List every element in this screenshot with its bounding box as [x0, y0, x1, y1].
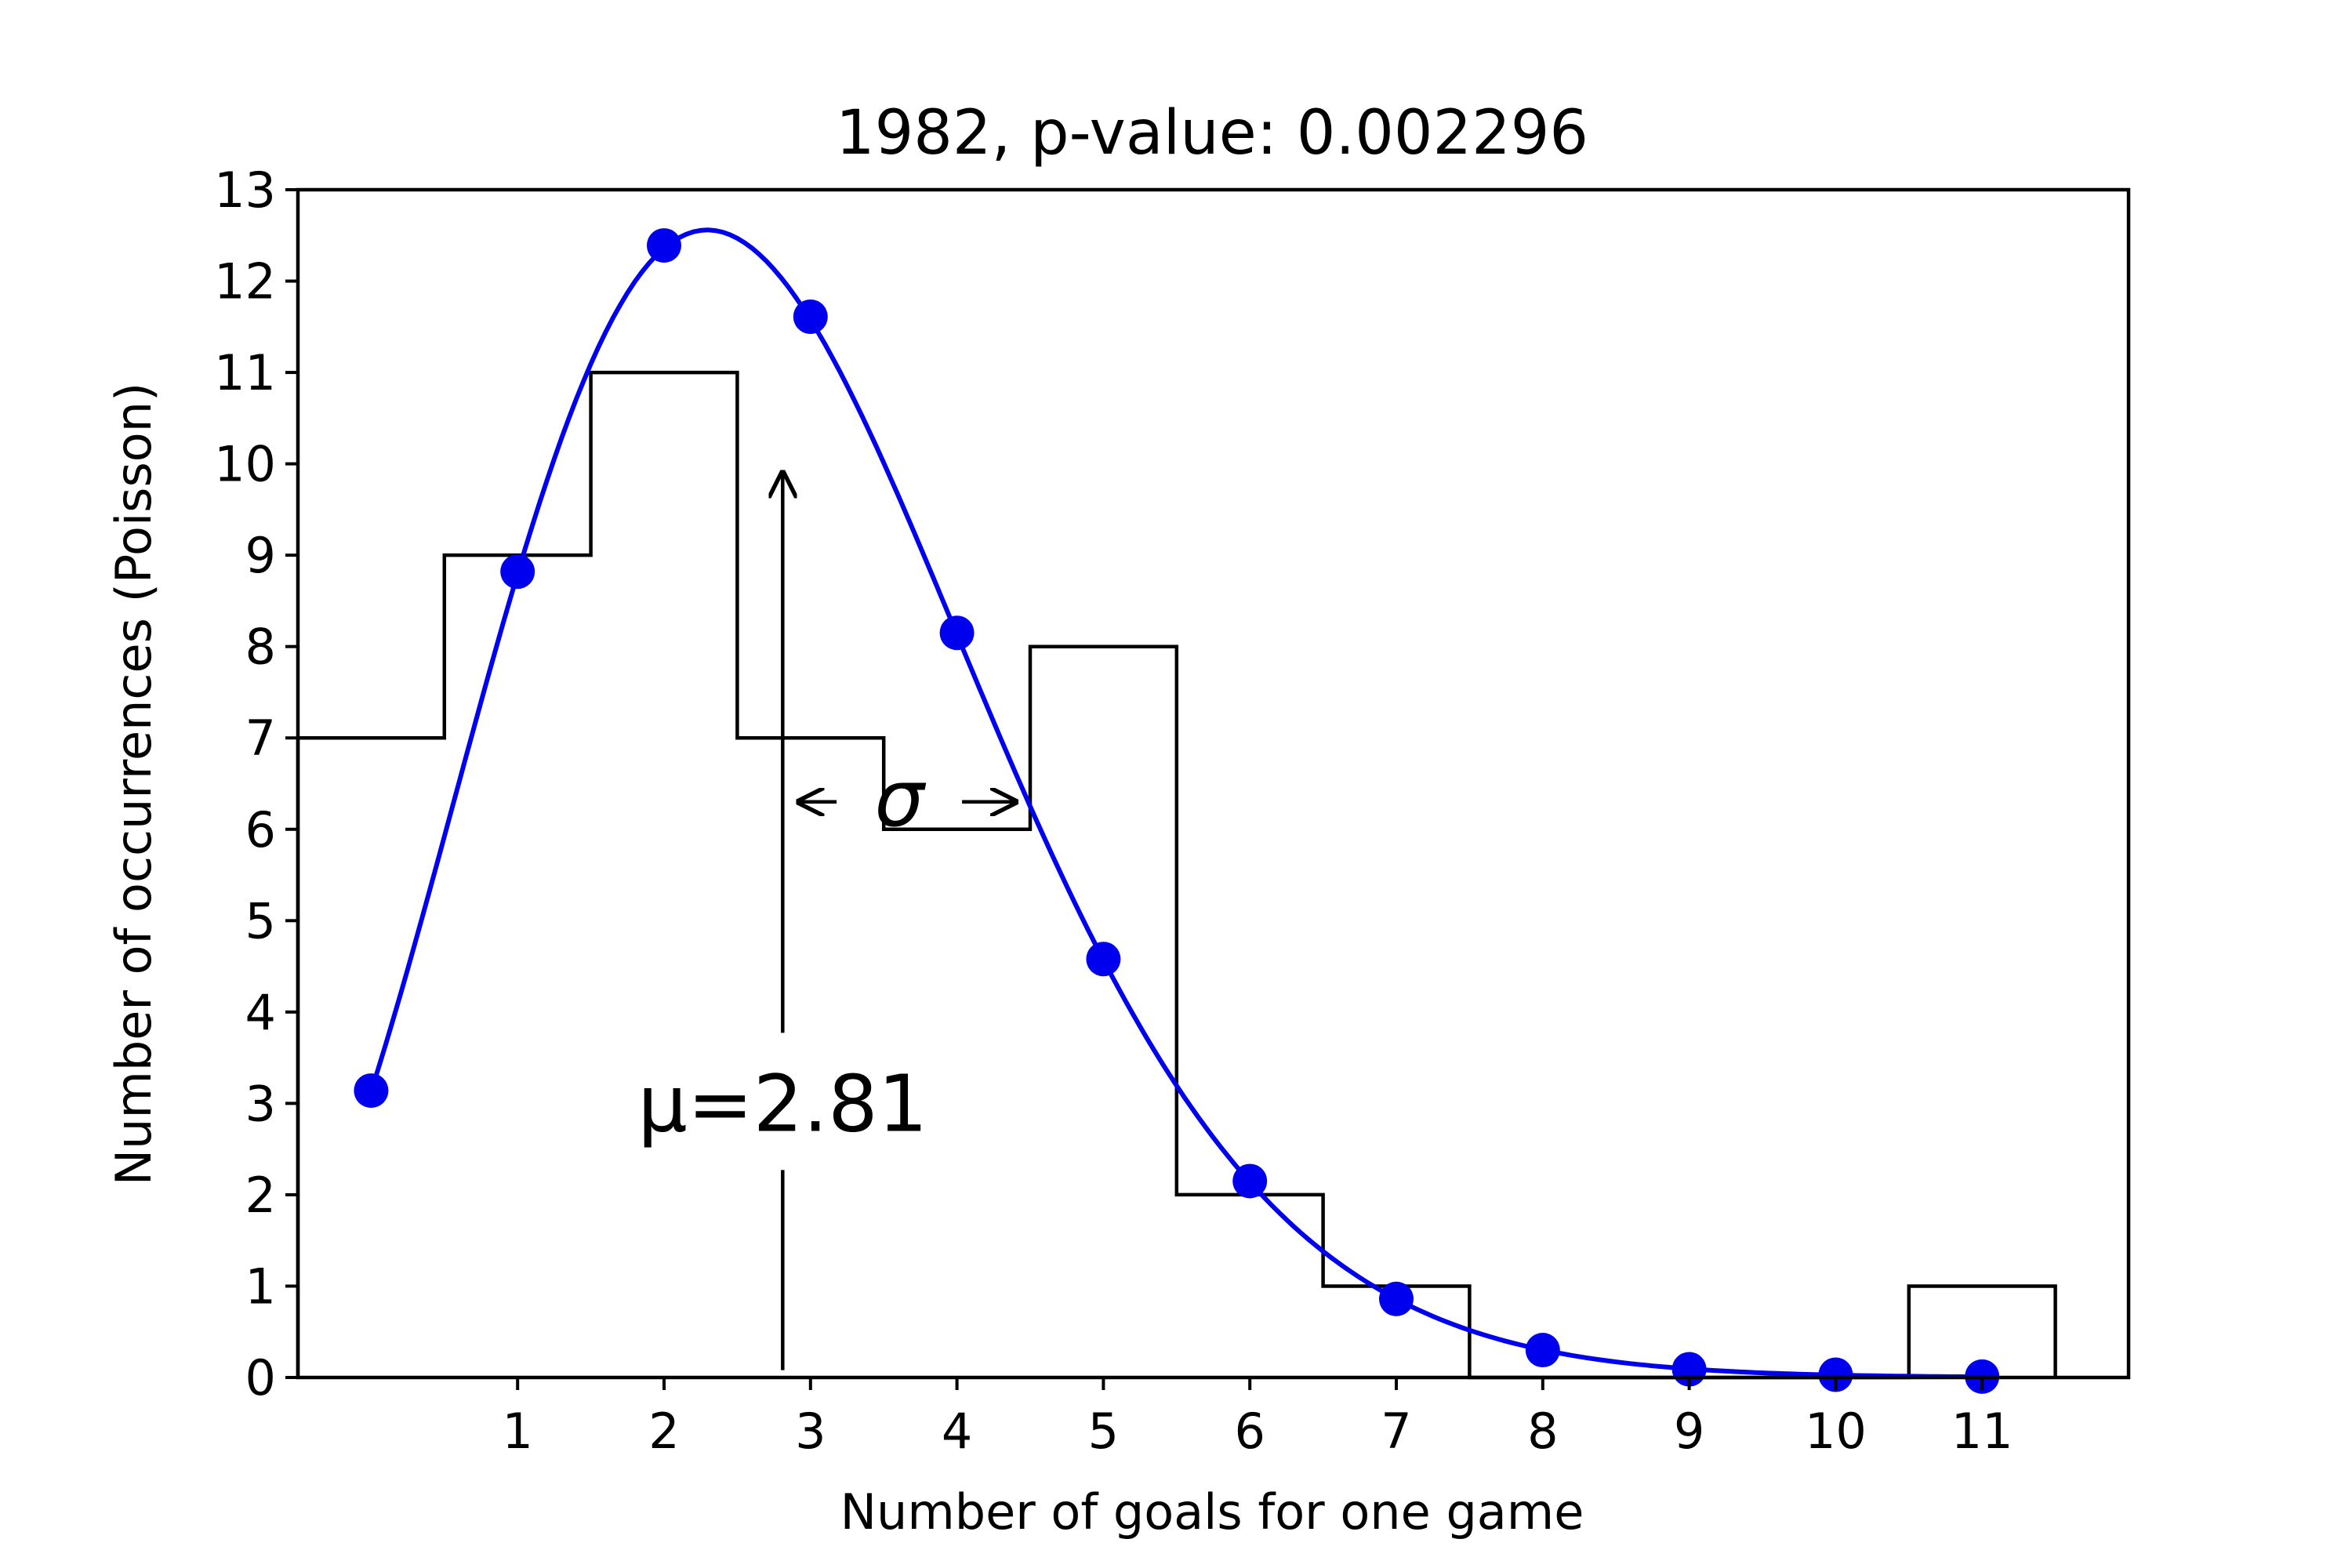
x-tick-label: 5: [1088, 1403, 1119, 1460]
x-tick-label: 11: [1951, 1403, 2013, 1460]
y-tick-label: 9: [245, 527, 276, 584]
y-axis-label: Number of occurrences (Poisson): [105, 383, 162, 1185]
chart-title: 1982, p-value: 0.002296: [836, 98, 1588, 169]
y-tick-label: 6: [245, 801, 276, 858]
poisson-point: [354, 1073, 389, 1109]
x-tick-label: 6: [1234, 1403, 1265, 1460]
x-axis-ticks: 1 2 3 4 5 6 7 8 9 10 11: [502, 1377, 2013, 1460]
y-tick-label: 4: [245, 984, 276, 1041]
y-tick-label: 5: [245, 892, 276, 949]
sigma-annotation: σ: [799, 753, 1015, 844]
poisson-point: [500, 554, 535, 590]
axes-frame: [296, 187, 2131, 1380]
x-axis-label: Number of goals for one game: [840, 1483, 1584, 1541]
x-tick-label: 9: [1674, 1403, 1704, 1460]
mean-annotation: μ=2.81: [637, 473, 927, 1370]
x-tick-label: 7: [1381, 1403, 1411, 1460]
y-tick-label: 7: [245, 710, 276, 767]
poisson-point: [1379, 1281, 1414, 1316]
y-tick-label: 0: [245, 1349, 276, 1406]
mean-label: μ=2.81: [637, 1058, 927, 1149]
poisson-point: [1818, 1357, 1853, 1392]
x-tick-label: 4: [942, 1403, 972, 1460]
y-tick-label: 13: [214, 162, 276, 219]
y-tick-label: 8: [245, 619, 276, 676]
poisson-curve: [368, 227, 1983, 1380]
x-tick-label: 3: [795, 1403, 826, 1460]
y-tick-label: 11: [214, 344, 276, 401]
histogram-bars: [296, 370, 2057, 1380]
x-tick-label: 1: [502, 1403, 532, 1460]
poisson-point: [1086, 942, 1121, 977]
poisson-point: [647, 228, 681, 263]
plot-area: μ=2.81 σ: [296, 227, 2057, 1394]
poisson-point: [939, 615, 975, 651]
y-tick-label: 10: [214, 436, 276, 493]
x-tick-label: 2: [648, 1403, 679, 1460]
y-tick-label: 12: [214, 253, 276, 310]
sigma-label: σ: [874, 753, 926, 844]
y-tick-label: 3: [245, 1075, 276, 1132]
y-tick-label: 1: [245, 1258, 276, 1315]
y-tick-label: 2: [245, 1167, 276, 1224]
x-tick-label: 10: [1805, 1403, 1867, 1460]
poisson-point: [1232, 1163, 1268, 1199]
poisson-point: [793, 299, 828, 334]
x-tick-label: 8: [1527, 1403, 1558, 1460]
poisson-point: [1525, 1333, 1560, 1368]
